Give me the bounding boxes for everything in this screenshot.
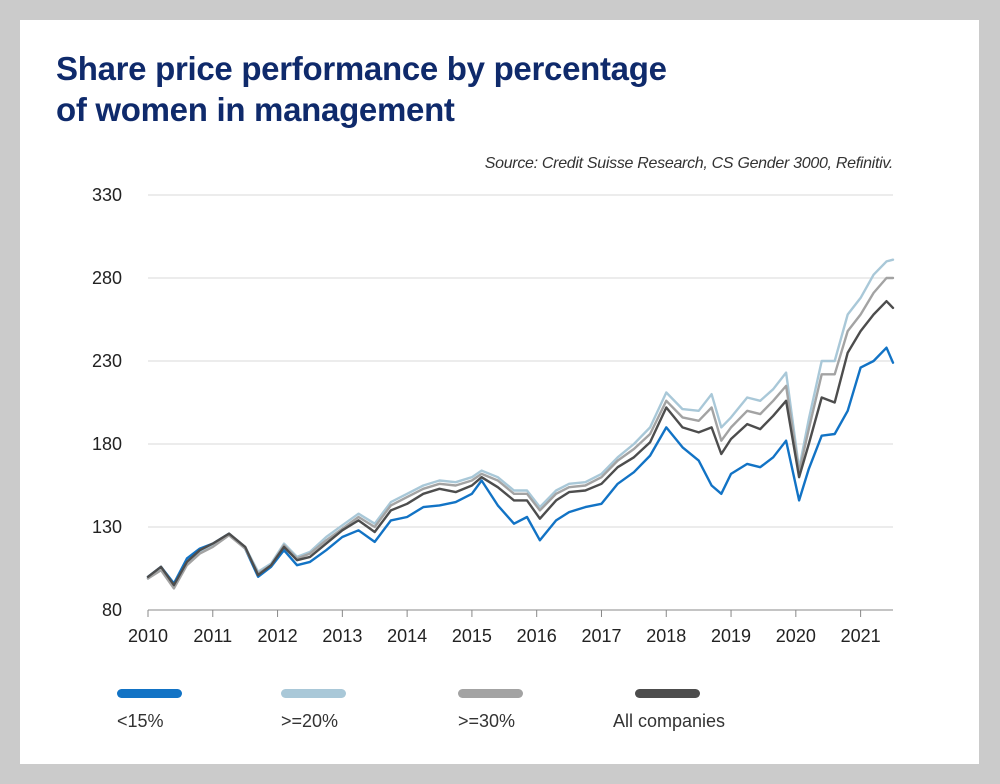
series-line-20-1 bbox=[146, 258, 895, 588]
y-tick-label-230: 230 bbox=[92, 351, 122, 371]
legend-swatch-1 bbox=[281, 689, 346, 698]
y-tick-label-280: 280 bbox=[92, 268, 122, 288]
x-tick-label-2019: 2019 bbox=[711, 626, 751, 646]
x-tick-label-2013: 2013 bbox=[322, 626, 362, 646]
series-line-15-0 bbox=[146, 346, 895, 585]
chart-title-line-1: Share price performance by percentage bbox=[56, 50, 667, 87]
chart-card: Share price performance by percentage of… bbox=[20, 20, 979, 764]
x-tick-label-2014: 2014 bbox=[387, 626, 427, 646]
y-tick-label-80: 80 bbox=[102, 600, 122, 620]
x-tick-label-2016: 2016 bbox=[517, 626, 557, 646]
x-tick-label-2012: 2012 bbox=[258, 626, 298, 646]
chart-title-line-2: of women in management bbox=[56, 91, 455, 128]
y-tick-label-330: 330 bbox=[92, 185, 122, 205]
legend-label-2: >=30% bbox=[458, 711, 516, 731]
x-tick-label-2020: 2020 bbox=[776, 626, 816, 646]
x-tick-label-2018: 2018 bbox=[646, 626, 686, 646]
legend-label-0: <15% bbox=[117, 711, 164, 731]
series-line-all-companies-3 bbox=[146, 300, 895, 587]
source-note: Source: Credit Suisse Research, CS Gende… bbox=[484, 155, 894, 172]
x-tick-label-2021: 2021 bbox=[841, 626, 881, 646]
legend-swatch-2 bbox=[458, 689, 523, 698]
legend-swatch-0 bbox=[117, 689, 182, 698]
series-line-30-2 bbox=[146, 276, 895, 590]
legend-label-1: >=20% bbox=[281, 711, 339, 731]
chart-title: Share price performance by percentage of… bbox=[56, 48, 816, 130]
x-tick-label-2017: 2017 bbox=[581, 626, 621, 646]
y-tick-label-130: 130 bbox=[92, 517, 122, 537]
legend-label-3: All companies bbox=[613, 711, 726, 731]
legend-swatch-3 bbox=[635, 689, 700, 698]
x-tick-label-2015: 2015 bbox=[452, 626, 492, 646]
y-tick-label-180: 180 bbox=[92, 434, 122, 454]
x-tick-label-2010: 2010 bbox=[128, 626, 168, 646]
x-tick-label-2011: 2011 bbox=[193, 626, 232, 646]
